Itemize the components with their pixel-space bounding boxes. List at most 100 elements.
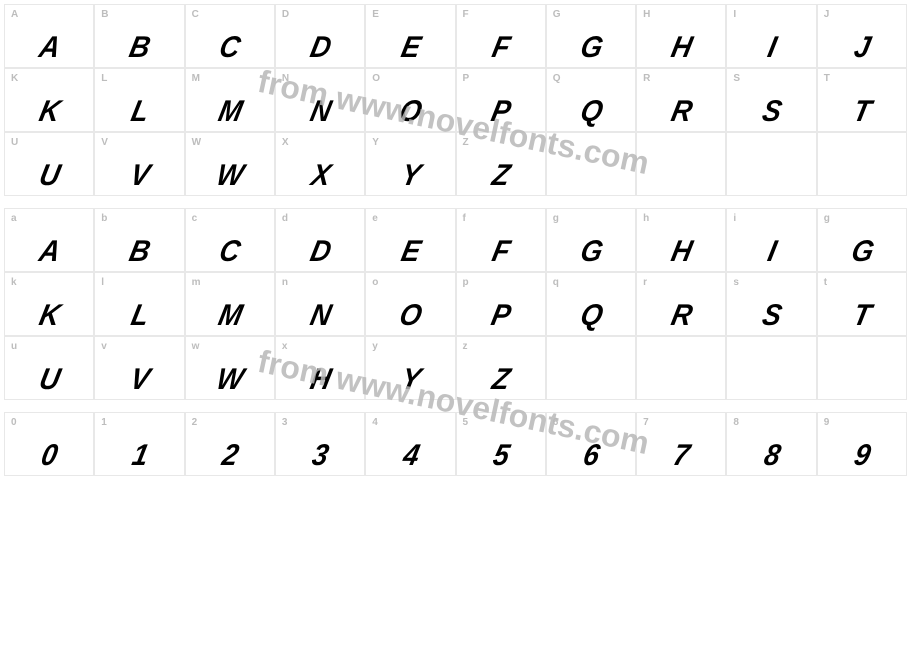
charmap-cell: II: [726, 4, 816, 68]
charmap-cell: gG: [817, 208, 907, 272]
charmap-cell: GG: [546, 4, 636, 68]
charmap-section-digits: 00112233445566778899: [4, 412, 907, 476]
glyph: I: [765, 33, 778, 63]
glyph: 5: [490, 441, 511, 471]
charmap-cell: PP: [456, 68, 546, 132]
charmap-cell: 00: [4, 412, 94, 476]
glyph: H: [669, 33, 694, 63]
glyph-wrap: H: [637, 19, 725, 63]
glyph: 9: [851, 441, 872, 471]
glyph-wrap: L: [95, 83, 183, 127]
glyph: Q: [577, 97, 604, 127]
glyph-wrap: K: [5, 287, 93, 331]
glyph: H: [307, 365, 332, 395]
glyph: C: [217, 33, 242, 63]
charmap-cell: 99: [817, 412, 907, 476]
charmap-cell: oO: [365, 272, 455, 336]
glyph-wrap: M: [186, 287, 274, 331]
glyph-wrap: [727, 351, 815, 395]
glyph-wrap: N: [276, 83, 364, 127]
glyph: V: [128, 365, 152, 395]
glyph: 4: [400, 441, 421, 471]
glyph: V: [128, 161, 152, 191]
charmap-cell: TT: [817, 68, 907, 132]
glyph: C: [217, 237, 242, 267]
glyph-wrap: Y: [366, 147, 454, 191]
glyph: O: [397, 97, 424, 127]
charmap-cell: hH: [636, 208, 726, 272]
glyph: J: [851, 33, 872, 63]
glyph-wrap: S: [727, 83, 815, 127]
charmap-cell: kK: [4, 272, 94, 336]
glyph-wrap: N: [276, 287, 364, 331]
glyph-wrap: [818, 351, 906, 395]
glyph: S: [760, 301, 784, 331]
glyph: F: [489, 237, 511, 267]
charmap-cell: 44: [365, 412, 455, 476]
charmap-cell: [817, 132, 907, 196]
glyph-wrap: D: [276, 19, 364, 63]
charmap-cell: MM: [185, 68, 275, 132]
glyph: T: [851, 97, 873, 127]
charmap-cell: lL: [94, 272, 184, 336]
glyph-wrap: G: [547, 19, 635, 63]
glyph-wrap: W: [186, 147, 274, 191]
glyph: R: [669, 301, 694, 331]
glyph-wrap: O: [366, 287, 454, 331]
glyph: D: [307, 237, 332, 267]
charmap-cell: BB: [94, 4, 184, 68]
charmap-cell: [636, 132, 726, 196]
glyph: A: [36, 237, 61, 267]
glyph: B: [127, 33, 152, 63]
charmap-cell: OO: [365, 68, 455, 132]
glyph: U: [36, 161, 61, 191]
glyph-wrap: 6: [547, 427, 635, 471]
glyph: 0: [39, 441, 60, 471]
glyph-wrap: T: [818, 83, 906, 127]
charmap-cell: 66: [546, 412, 636, 476]
glyph: G: [577, 237, 604, 267]
glyph-wrap: I: [727, 19, 815, 63]
glyph-wrap: B: [95, 223, 183, 267]
glyph: P: [489, 301, 513, 331]
charmap-cell: qQ: [546, 272, 636, 336]
glyph-wrap: V: [95, 147, 183, 191]
glyph: B: [127, 237, 152, 267]
glyph: I: [765, 237, 778, 267]
glyph: N: [307, 301, 332, 331]
glyph: Y: [398, 365, 422, 395]
glyph-wrap: P: [457, 83, 545, 127]
glyph-wrap: 1: [95, 427, 183, 471]
glyph: R: [669, 97, 694, 127]
glyph-wrap: M: [186, 83, 274, 127]
glyph: Y: [398, 161, 422, 191]
glyph-wrap: C: [186, 19, 274, 63]
glyph: 8: [761, 441, 782, 471]
glyph-wrap: G: [818, 223, 906, 267]
glyph-wrap: I: [727, 223, 815, 267]
charmap-cell: YY: [365, 132, 455, 196]
glyph-wrap: P: [457, 287, 545, 331]
glyph: G: [577, 33, 604, 63]
glyph-wrap: 2: [186, 427, 274, 471]
glyph-wrap: [637, 147, 725, 191]
charmap-section-uppercase: AABBCCDDEEFFGGHHIIJJKKLLMMNNOOPPQQRRSSTT…: [4, 4, 907, 196]
glyph-wrap: A: [5, 19, 93, 63]
glyph: K: [36, 97, 61, 127]
sections-container: AABBCCDDEEFFGGHHIIJJKKLLMMNNOOPPQQRRSSTT…: [4, 4, 907, 476]
glyph-wrap: Z: [457, 351, 545, 395]
charmap-cell: zZ: [456, 336, 546, 400]
glyph: P: [489, 97, 513, 127]
glyph-wrap: U: [5, 147, 93, 191]
charmap-cell: cC: [185, 208, 275, 272]
charmap-cell: bB: [94, 208, 184, 272]
glyph: E: [398, 33, 422, 63]
glyph: 2: [219, 441, 240, 471]
charmap-cell: [817, 336, 907, 400]
charmap-cell: 33: [275, 412, 365, 476]
charmap-cell: pP: [456, 272, 546, 336]
glyph-wrap: V: [95, 351, 183, 395]
charmap-cell: DD: [275, 4, 365, 68]
glyph-wrap: 0: [5, 427, 93, 471]
glyph-wrap: E: [366, 223, 454, 267]
